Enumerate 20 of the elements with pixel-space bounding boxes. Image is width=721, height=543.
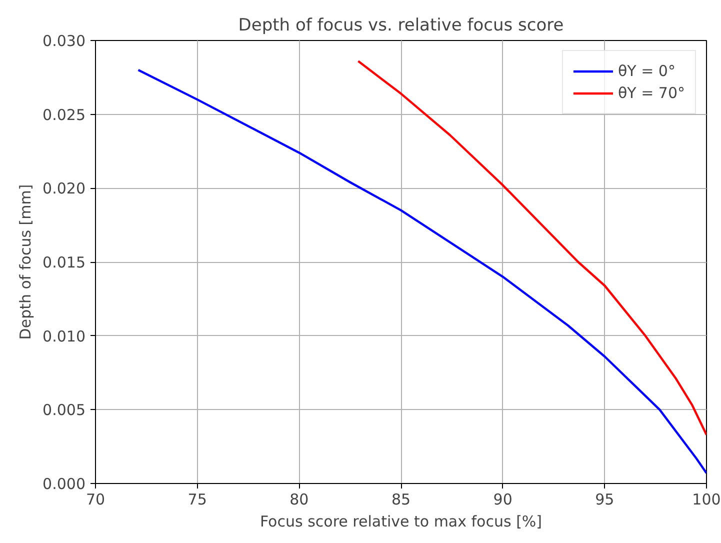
legend-label: θY = 0° [618, 62, 676, 80]
chart-title: Depth of focus vs. relative focus score [238, 16, 564, 36]
y-tick-label: 0.025 [42, 106, 86, 124]
y-tick-label: 0.020 [42, 180, 86, 198]
x-tick-label: 100 [692, 490, 721, 508]
y-tick-label: 0.005 [42, 401, 86, 420]
legend-label: θY = 70° [618, 84, 685, 102]
x-tick-label: 80 [290, 490, 309, 508]
y-tick-label: 0.010 [42, 327, 86, 346]
y-axis-title: Depth of focus [mm] [16, 184, 35, 340]
y-tick-label: 0.030 [42, 32, 86, 50]
line-series [357, 60, 706, 436]
x-tick-label: 90 [493, 490, 512, 508]
x-axis-title: Focus score relative to max focus [%] [260, 512, 542, 530]
x-tick-label: 70 [86, 490, 106, 508]
x-tick-label: 95 [595, 490, 614, 508]
y-tick-label: 0.000 [42, 475, 86, 493]
y-tick-label: 0.015 [42, 254, 86, 272]
x-tick-label: 85 [391, 490, 411, 508]
x-tick-label: 75 [188, 490, 207, 508]
